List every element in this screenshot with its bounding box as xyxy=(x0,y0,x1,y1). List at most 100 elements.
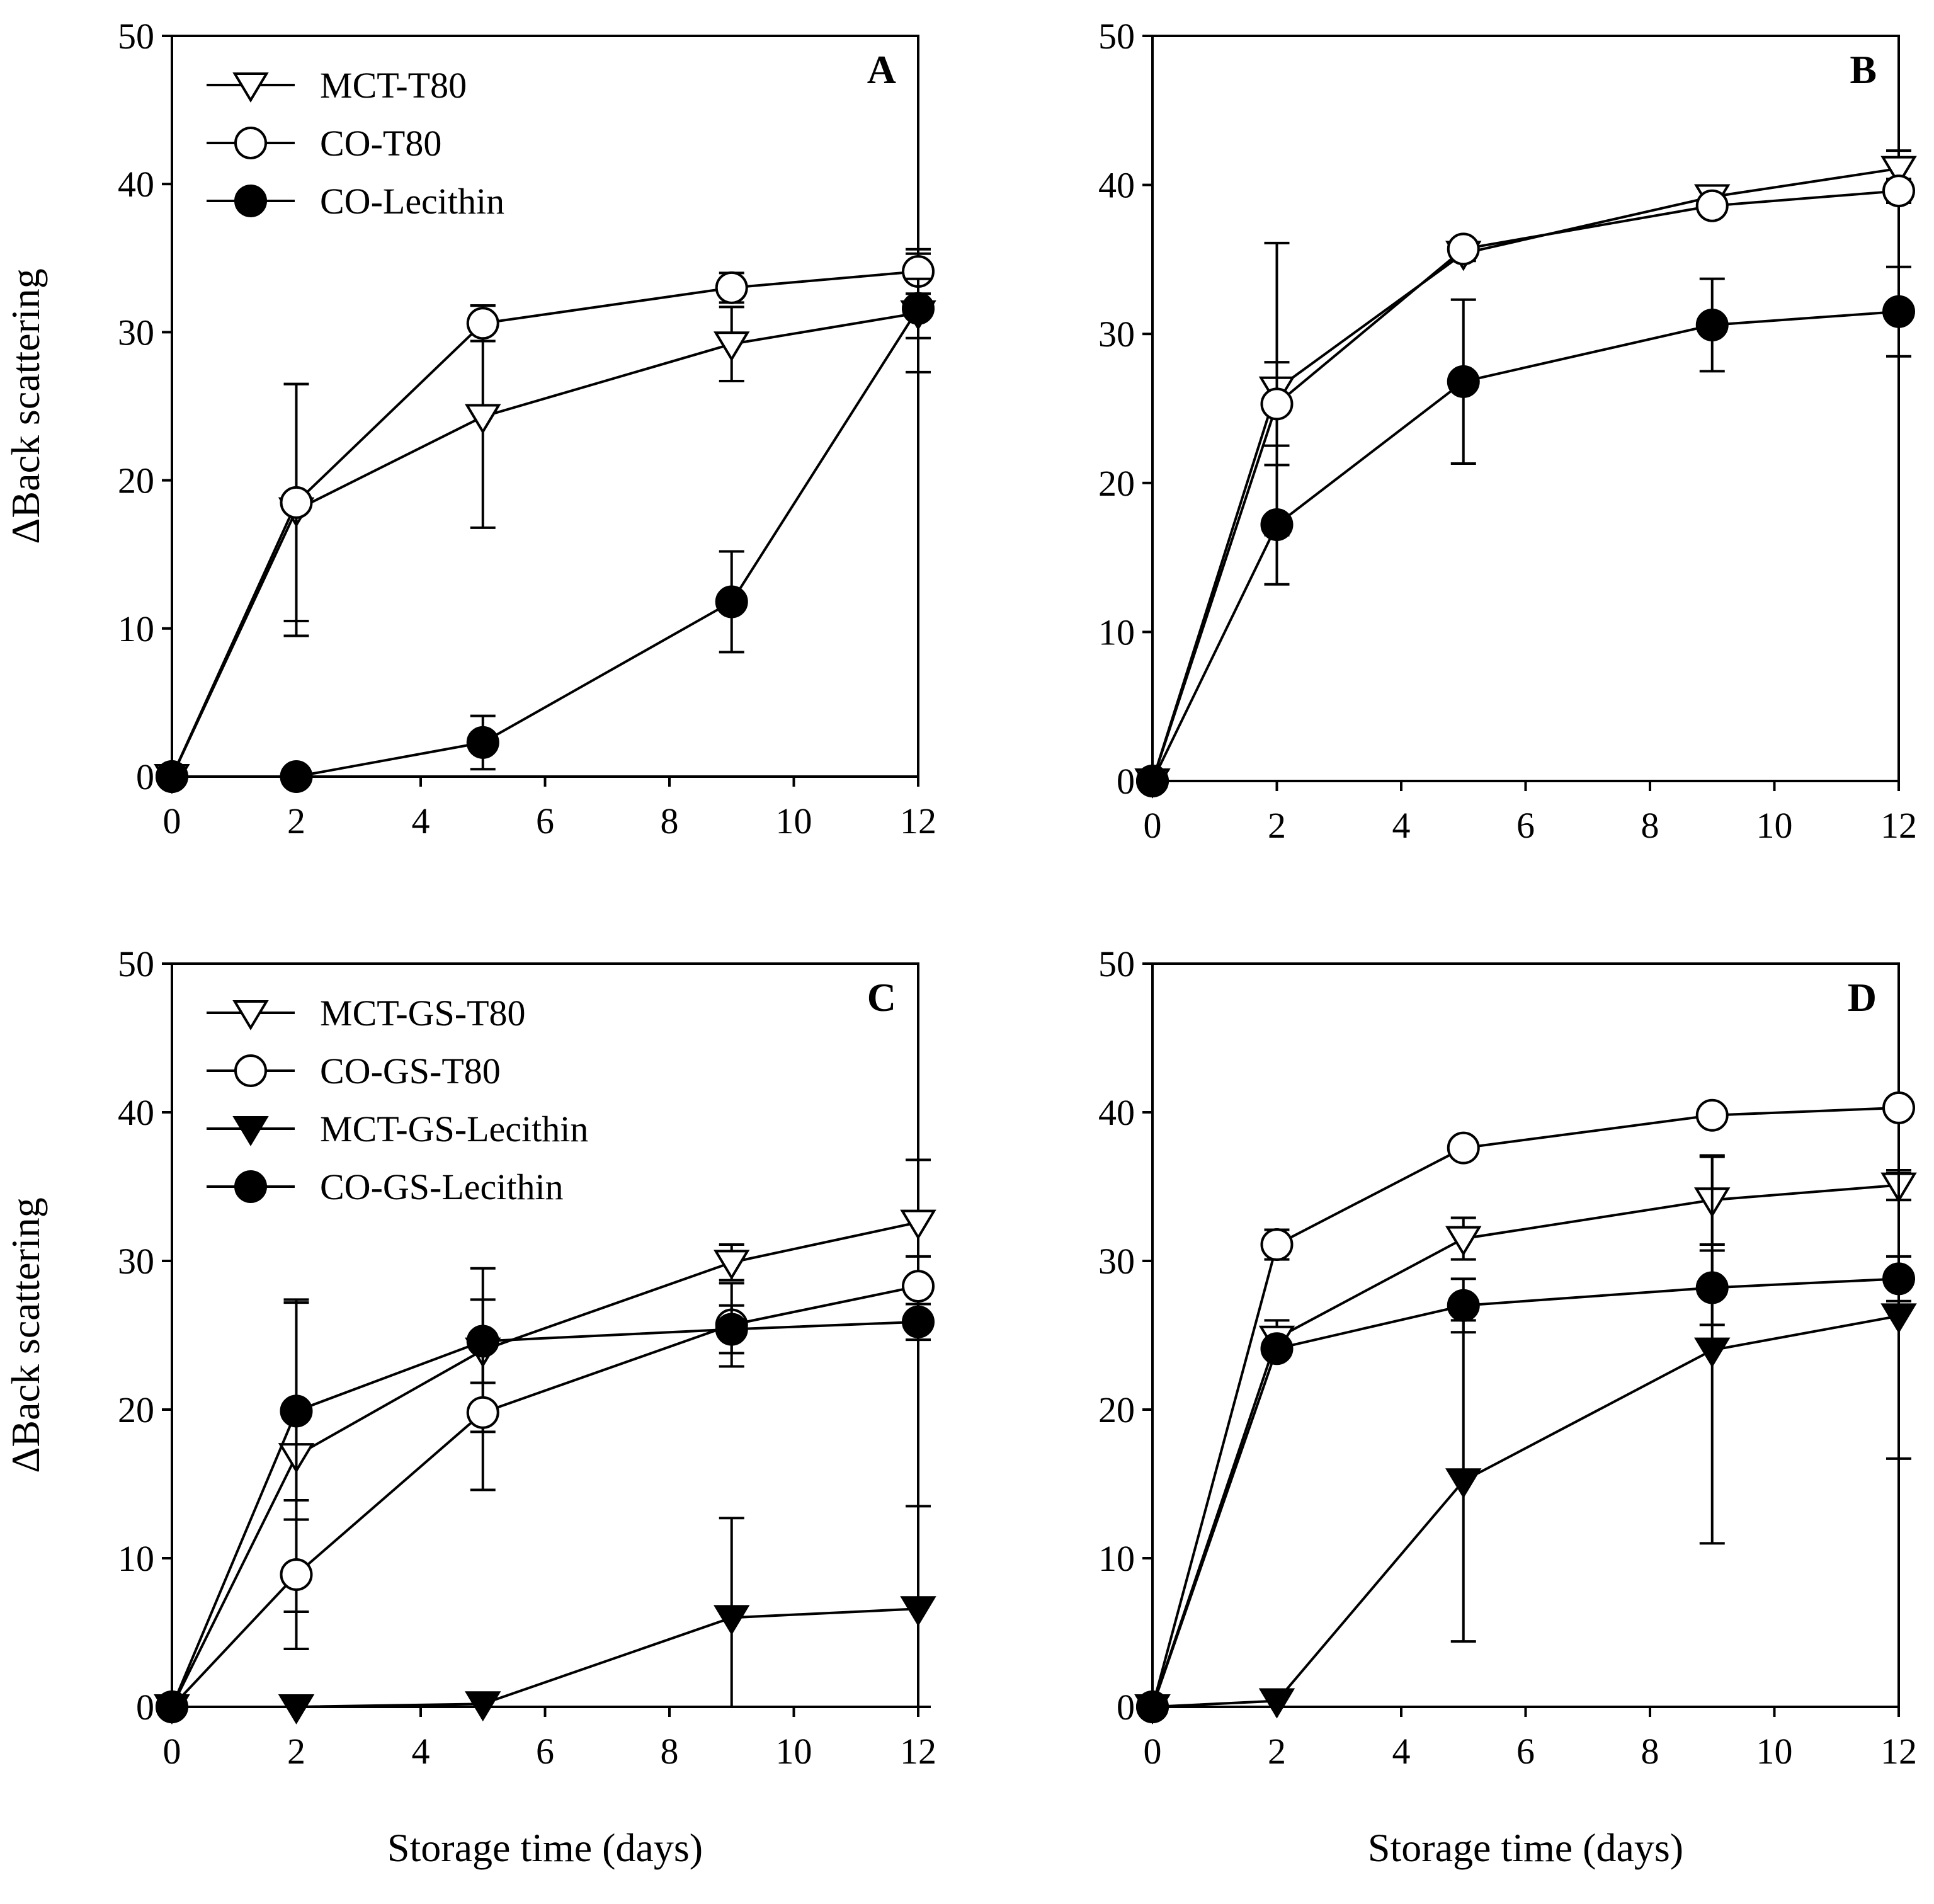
legend-marker xyxy=(232,1000,269,1030)
data-point xyxy=(1882,174,1915,208)
series-2 xyxy=(1134,1155,1917,1724)
data-point xyxy=(466,1396,499,1429)
legend-label: CO-T80 xyxy=(320,123,441,164)
legend: MCT-GS-T80 CO-GS-T80 MCT-GS-Lecithin CO-GS-… xyxy=(207,993,588,1207)
data-point xyxy=(1882,295,1915,328)
data-point xyxy=(1260,1332,1294,1365)
y-axis-title: ΔBack scattering xyxy=(3,268,48,544)
x-tick-label: 10 xyxy=(776,1731,812,1772)
data-point xyxy=(1260,508,1294,542)
y-tick-label: 30 xyxy=(1098,314,1135,355)
data-point xyxy=(714,1605,750,1636)
data-point xyxy=(1695,1098,1729,1132)
panel-label: A xyxy=(867,47,896,92)
y-tick-label: 50 xyxy=(118,943,154,984)
data-point xyxy=(1695,309,1729,342)
data-point xyxy=(1447,1131,1480,1165)
x-tick-label: 10 xyxy=(1756,1731,1793,1772)
legend-label: MCT-T80 xyxy=(320,65,467,106)
data-point xyxy=(1258,1688,1295,1719)
series-2 xyxy=(1136,265,1915,797)
legend-marker xyxy=(232,72,269,103)
y-tick-label: 30 xyxy=(118,1241,154,1282)
legend-label: MCT-GS-T80 xyxy=(320,993,526,1034)
data-point xyxy=(1694,1337,1731,1368)
y-tick-label: 50 xyxy=(1098,943,1135,984)
y-axis-title: ΔBack scattering xyxy=(3,1197,48,1473)
y-tick-label: 30 xyxy=(1098,1241,1135,1282)
x-tick-label: 4 xyxy=(1392,1731,1411,1772)
y-tick-label: 0 xyxy=(136,756,154,797)
data-point xyxy=(466,1325,499,1358)
y-tick-label: 20 xyxy=(1098,463,1135,504)
x-tick-label: 2 xyxy=(1268,805,1286,846)
legend-marker xyxy=(232,1116,269,1146)
x-tick-label: 6 xyxy=(536,1731,554,1772)
series-mct-gs-t80 xyxy=(154,1158,936,1724)
y-tick-label: 50 xyxy=(118,16,154,57)
series-1 xyxy=(1136,174,1915,797)
x-axis-title: Storage time (days) xyxy=(387,1825,703,1870)
x-tick-label: 2 xyxy=(287,801,305,841)
series-line xyxy=(1151,167,1899,782)
data-point xyxy=(1136,765,1169,797)
data-point xyxy=(280,1558,313,1591)
y-tick-label: 30 xyxy=(118,312,154,353)
legend-marker xyxy=(234,1054,267,1087)
data-point xyxy=(714,331,750,362)
legend-label: CO-Lecithin xyxy=(320,181,504,222)
plot-frame xyxy=(171,35,919,778)
data-point xyxy=(902,1270,935,1303)
data-point xyxy=(1880,1303,1917,1334)
plot-frame xyxy=(171,962,919,1708)
series-line xyxy=(171,1285,919,1708)
data-point xyxy=(1136,1690,1169,1723)
panel-label: C xyxy=(867,975,896,1020)
data-point xyxy=(1882,1262,1915,1296)
x-tick-label: 0 xyxy=(163,1731,181,1772)
panel-d: 0 2 4 6 8 10 12 0 10 20 30 40 50 Storage time (days) D xyxy=(1098,943,1917,1870)
y-tick-label: 20 xyxy=(118,1389,154,1430)
x-tick-label: 8 xyxy=(661,1731,679,1772)
x-tick-label: 12 xyxy=(900,801,936,841)
legend-label: CO-GS-Lecithin xyxy=(320,1166,564,1207)
data-point xyxy=(280,760,313,793)
data-point xyxy=(280,1394,313,1428)
data-point xyxy=(900,1209,936,1240)
data-point xyxy=(1447,232,1480,266)
data-point xyxy=(1447,365,1480,398)
x-tick-label: 12 xyxy=(900,1731,936,1772)
legend-label: MCT-GS-Lecithin xyxy=(320,1109,588,1149)
series-0 xyxy=(1134,1154,1917,1724)
y-tick-label: 40 xyxy=(1098,1092,1135,1133)
x-tick-label: 12 xyxy=(1880,805,1917,846)
series-mct-gs-lecithin xyxy=(154,1505,936,1724)
y-tick-label: 10 xyxy=(1098,1538,1135,1579)
series-3 xyxy=(1136,1249,1915,1723)
y-tick-label: 0 xyxy=(1117,761,1135,802)
panel-b: 0 2 4 6 8 10 12 0 10 20 30 40 50 B xyxy=(1098,16,1917,846)
series-line xyxy=(172,1607,919,1708)
y-tick-label: 10 xyxy=(118,1538,154,1579)
series-line xyxy=(172,307,919,778)
data-point xyxy=(1260,387,1294,421)
series-co-gs-lecithin xyxy=(156,1298,935,1723)
series-line xyxy=(1151,1183,1899,1707)
y-tick-label: 20 xyxy=(1098,1389,1135,1430)
data-point xyxy=(714,1250,750,1280)
data-point xyxy=(902,1305,935,1338)
legend-label: CO-GS-T80 xyxy=(320,1051,501,1092)
data-point xyxy=(280,486,313,519)
x-axis-title: Storage time (days) xyxy=(1368,1825,1683,1870)
data-point xyxy=(278,1694,315,1724)
data-point xyxy=(902,292,935,325)
data-point xyxy=(1260,1228,1294,1262)
x-tick-label: 4 xyxy=(412,801,430,841)
series-line xyxy=(171,270,919,777)
x-tick-label: 4 xyxy=(1392,805,1411,846)
data-point xyxy=(465,1691,501,1722)
panel-a: 0 2 4 6 8 10 12 0 10 20 30 40 50 ΔBack scattering A MCT… xyxy=(3,16,936,841)
data-point xyxy=(715,1313,748,1346)
data-point xyxy=(1695,1271,1729,1304)
legend: MCT-T80 CO-T80 CO-Lecithin xyxy=(207,65,504,222)
